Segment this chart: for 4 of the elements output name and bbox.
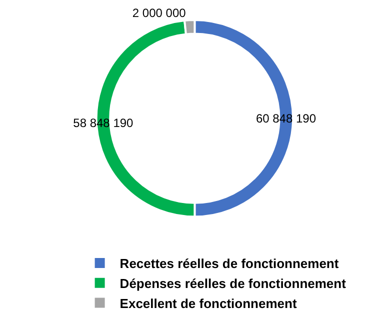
legend-label: Dépenses réelles de fonctionnement bbox=[120, 276, 347, 291]
data-label: 2 000 000 bbox=[132, 6, 186, 20]
legend-label: Excellent de fonctionnement bbox=[120, 296, 298, 311]
legend-label: Recettes réelles de fonctionnement bbox=[120, 256, 340, 272]
